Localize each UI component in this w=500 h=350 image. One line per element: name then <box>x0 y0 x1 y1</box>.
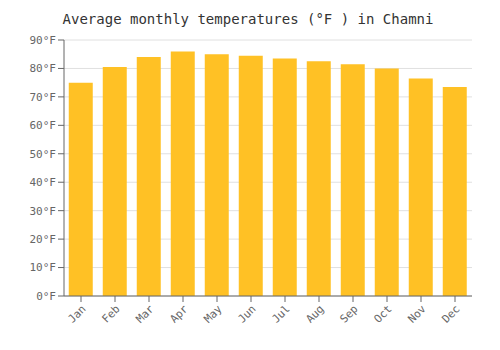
svg-text:Jun: Jun <box>235 302 258 325</box>
svg-text:20°F: 20°F <box>30 233 57 246</box>
svg-text:50°F: 50°F <box>30 148 57 161</box>
svg-text:Aug: Aug <box>303 302 326 325</box>
svg-text:Sep: Sep <box>337 302 360 325</box>
svg-text:Mar: Mar <box>133 302 157 326</box>
svg-text:Jul: Jul <box>269 302 292 325</box>
svg-text:May: May <box>201 302 225 326</box>
svg-text:10°F: 10°F <box>30 261 57 274</box>
svg-text:Dec: Dec <box>439 302 462 325</box>
svg-text:90°F: 90°F <box>30 34 57 47</box>
svg-text:Apr: Apr <box>167 302 191 326</box>
svg-text:Feb: Feb <box>99 302 122 325</box>
svg-text:80°F: 80°F <box>30 62 57 75</box>
svg-text:Nov: Nov <box>405 302 429 326</box>
svg-text:70°F: 70°F <box>30 91 57 104</box>
svg-text:Jan: Jan <box>65 302 88 325</box>
html-text:Average monthly temperatures (: Average monthly temperatures (°F ) in Ch… <box>62 11 434 27</box>
svg-text:40°F: 40°F <box>30 176 57 189</box>
svg-text:60°F: 60°F <box>30 119 57 132</box>
svg-text:30°F: 30°F <box>30 205 57 218</box>
svg-text:Oct: Oct <box>371 302 394 325</box>
svg-text:0°F: 0°F <box>36 290 56 303</box>
